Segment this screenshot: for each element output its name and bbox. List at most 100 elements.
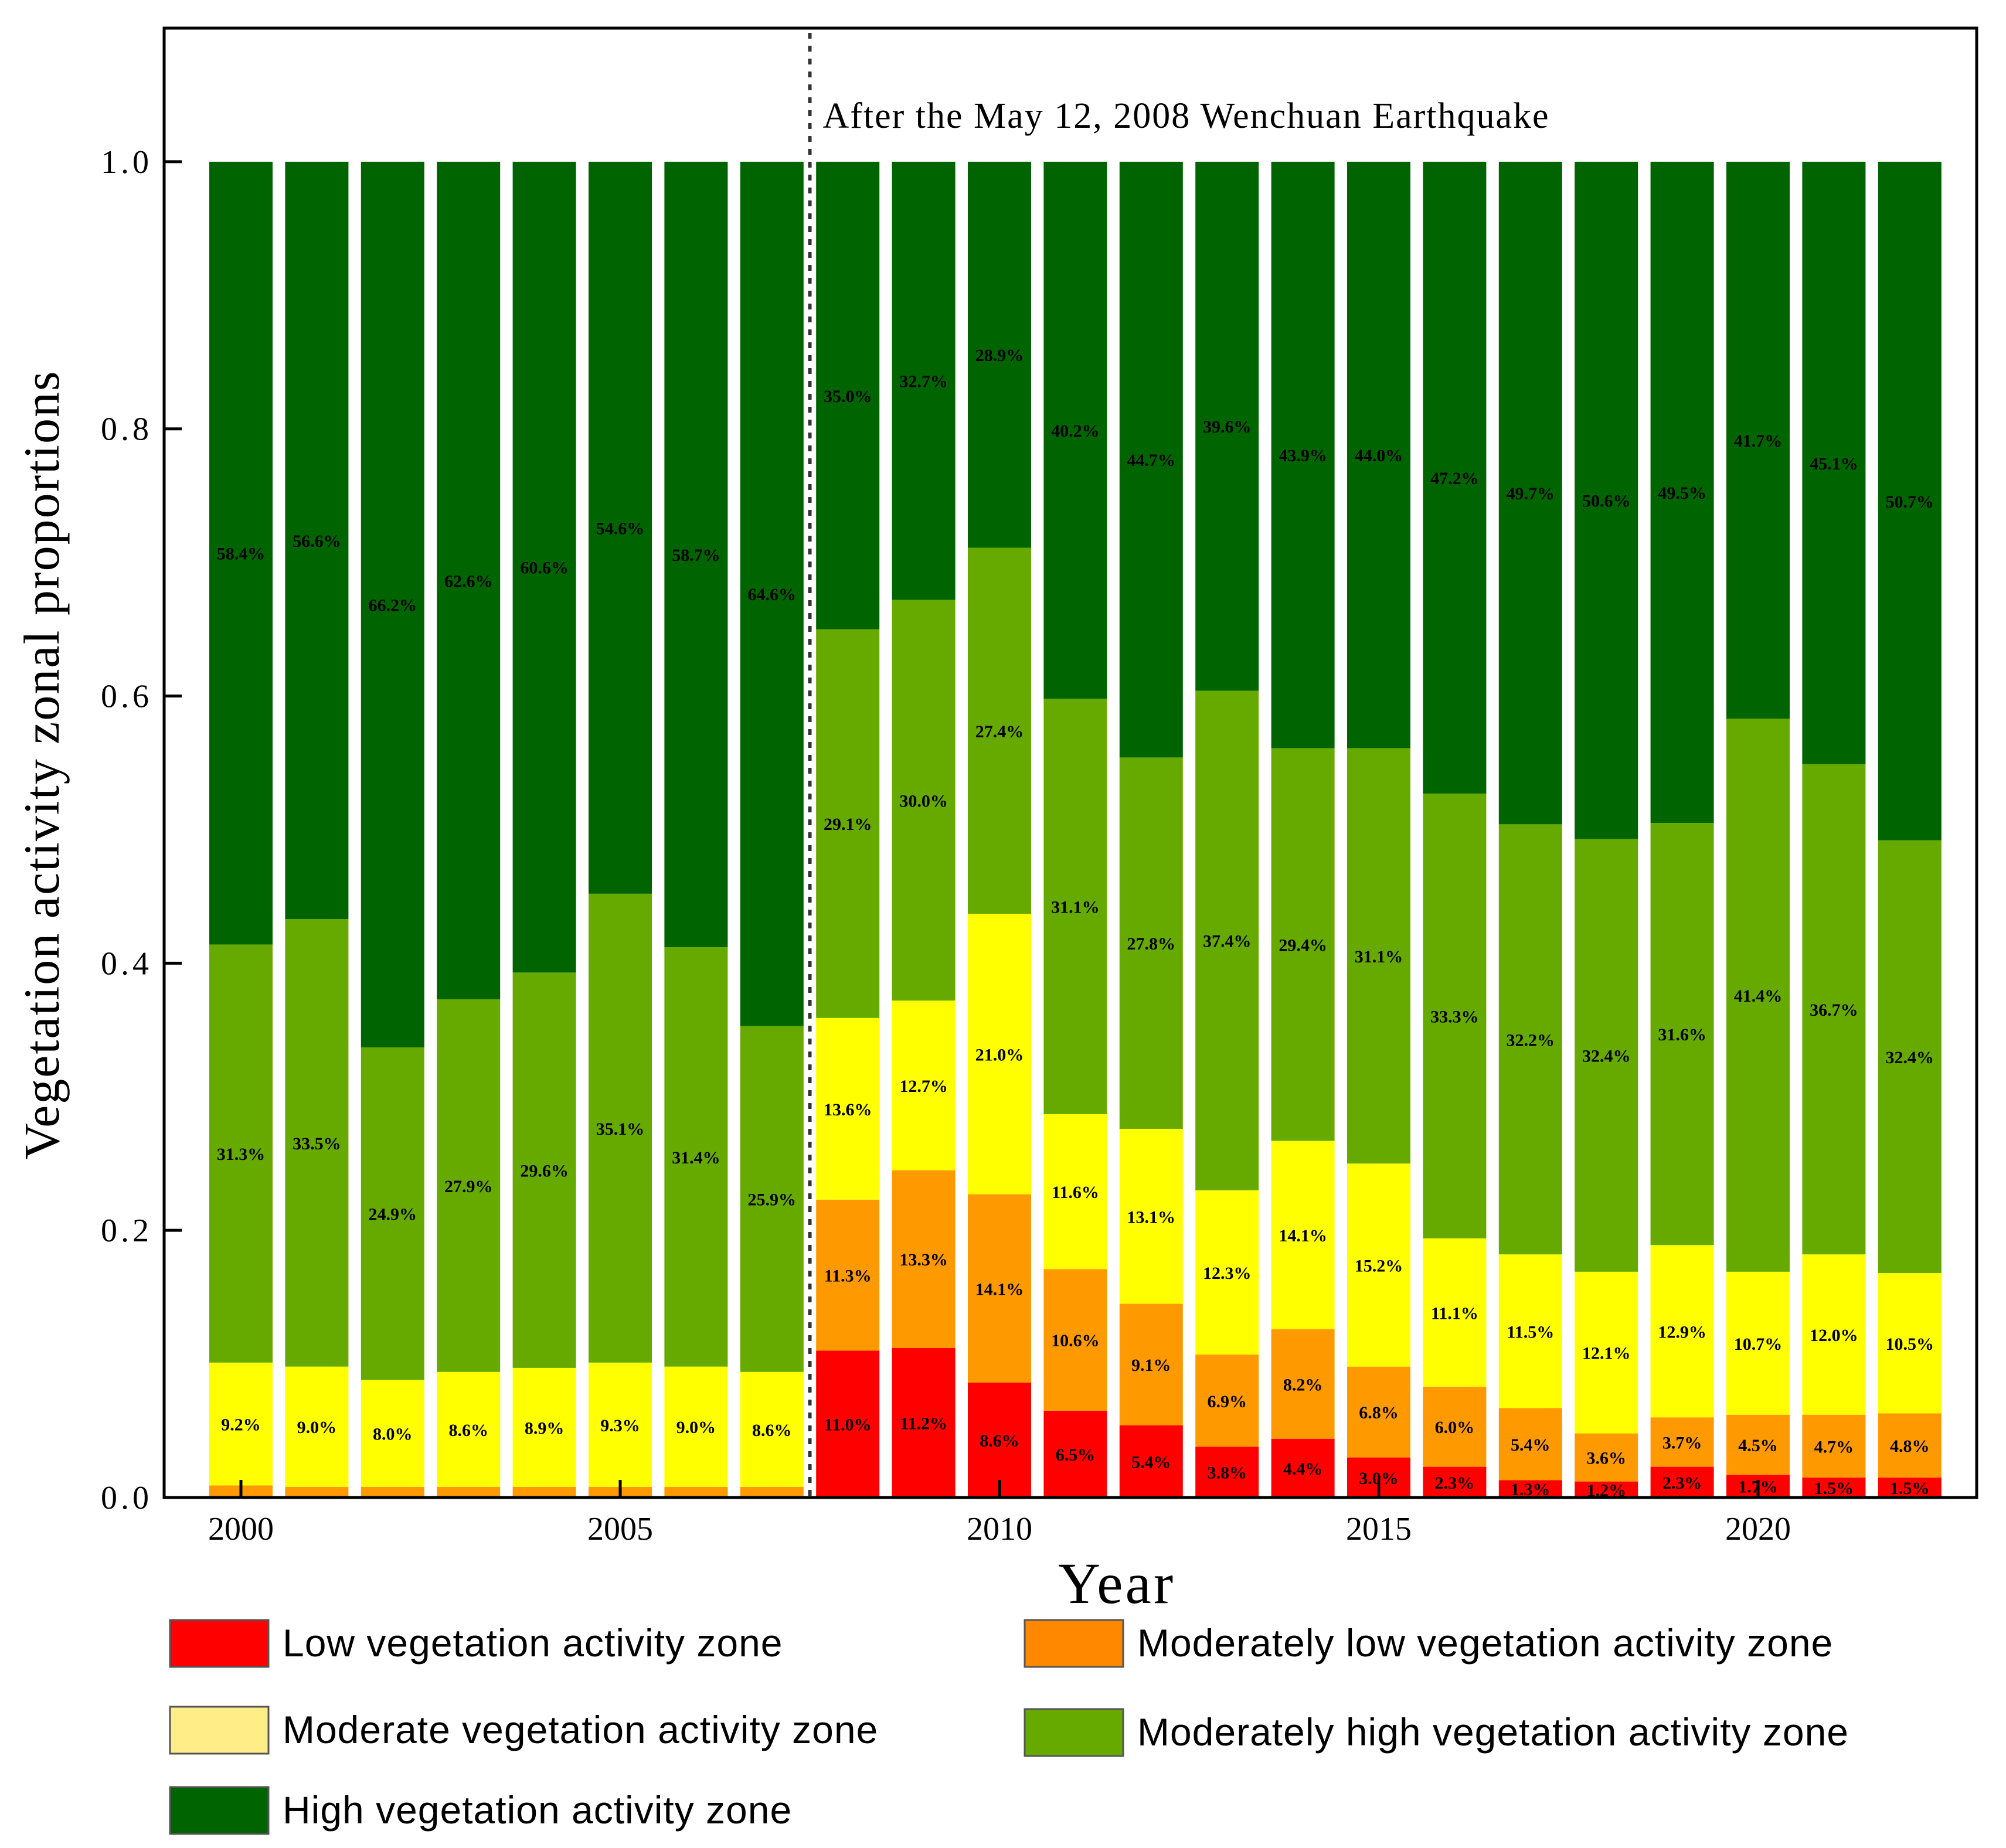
bar-segment-2018-s1 (1575, 1433, 1638, 1482)
bar-label-2010-s2: 21.0% (975, 1045, 1024, 1064)
bar-segment-2009-s2 (892, 1000, 956, 1170)
bar-label-2013-s1: 6.9% (1207, 1392, 1247, 1411)
bar-segment-2004-s3 (512, 972, 576, 1368)
bar-label-2011-s3: 31.1% (1051, 898, 1100, 917)
bar-label-2017-s4: 49.7% (1507, 484, 1555, 503)
bar-segment-2005-s2 (589, 1362, 652, 1487)
bar-label-2010-s0: 8.6% (980, 1431, 1019, 1451)
bar-label-2018-s4: 50.6% (1582, 492, 1631, 511)
bar-segment-2007-s1 (740, 1486, 804, 1496)
x-axis-title: Year (1058, 1551, 1175, 1616)
bar-label-2012-s2: 13.1% (1127, 1207, 1176, 1227)
bar-segment-2011-s0 (1043, 1410, 1107, 1498)
bar-label-2018-s2: 12.1% (1582, 1344, 1631, 1363)
bar-segment-2017-s3 (1498, 824, 1562, 1255)
bar-segment-2013-s3 (1195, 690, 1259, 1190)
bar-label-2016-s4: 47.2% (1430, 469, 1479, 488)
bar-label-2007-s3: 25.9% (748, 1190, 797, 1210)
legend-swatch-3 (1024, 1708, 1124, 1757)
bar-label-2012-s3: 27.8% (1127, 934, 1176, 954)
bar-segment-2014-s3 (1271, 748, 1335, 1141)
bar-label-2016-s1: 6.0% (1435, 1418, 1475, 1437)
bar-label-2017-s1: 5.4% (1511, 1435, 1551, 1455)
bar-label-2014-s3: 29.4% (1279, 935, 1327, 955)
bar-segment-2009-s1 (892, 1170, 956, 1348)
bar-segment-2002-s2 (361, 1380, 424, 1487)
bar-segment-2021-s0 (1802, 1477, 1866, 1498)
bar-segment-2017-s1 (1498, 1408, 1562, 1481)
bar-label-2012-s4: 44.7% (1127, 451, 1176, 470)
bar-label-2022-s3: 32.4% (1886, 1048, 1934, 1067)
bar-label-2009-s4: 32.7% (899, 372, 948, 392)
bar-segment-2011-s4 (1043, 161, 1107, 699)
bar-label-2000-s4: 58.4% (217, 544, 266, 564)
bar-segment-2019-s3 (1650, 823, 1714, 1245)
bar-label-2002-s2: 8.0% (373, 1425, 413, 1444)
bar-label-2008-s2: 13.6% (824, 1100, 872, 1119)
bar-label-2012-s0: 5.4% (1131, 1452, 1171, 1472)
bar-label-2021-s2: 12.0% (1810, 1326, 1858, 1345)
bar-segment-2009-s0 (892, 1347, 956, 1498)
bar-segment-2016-s4 (1423, 161, 1487, 794)
x-tick-label: 2015 (1346, 1511, 1412, 1547)
bar-segment-2005-s3 (589, 893, 652, 1363)
bar-segment-2015-s1 (1347, 1366, 1410, 1458)
bar-label-2011-s2: 11.6% (1052, 1183, 1099, 1202)
bar-label-2017-s3: 32.2% (1507, 1030, 1555, 1050)
bar-label-2014-s0: 4.4% (1283, 1459, 1323, 1479)
bar-label-2022-s0: 1.5% (1890, 1479, 1930, 1498)
bar-label-2009-s1: 13.3% (899, 1250, 948, 1270)
bar-label-2022-s2: 10.5% (1886, 1335, 1934, 1354)
bar-segment-2013-s1 (1195, 1354, 1259, 1447)
bar-segment-2019-s0 (1650, 1466, 1714, 1498)
bar-label-2008-s1: 11.3% (824, 1267, 872, 1286)
bar-label-2014-s4: 43.9% (1279, 446, 1327, 465)
bar-segment-2015-s3 (1347, 748, 1410, 1164)
bar-segment-2022-s3 (1878, 840, 1942, 1274)
bar-segment-2014-s1 (1271, 1329, 1335, 1439)
bar-label-2012-s1: 9.1% (1131, 1356, 1171, 1375)
bar-label-2019-s2: 12.9% (1658, 1322, 1706, 1342)
bar-label-2005-s3: 35.1% (596, 1119, 645, 1139)
y-tick-label: 1.0 (101, 144, 152, 181)
bar-segment-2011-s1 (1043, 1269, 1107, 1411)
bar-segment-2008-s3 (816, 629, 880, 1018)
bar-segment-2020-s2 (1726, 1271, 1790, 1415)
bar-label-2009-s2: 12.7% (899, 1077, 948, 1096)
bar-segment-2006-s3 (664, 947, 728, 1367)
bar-label-2017-s2: 11.5% (1507, 1322, 1554, 1342)
bar-segment-2002-s4 (361, 161, 424, 1047)
legend-swatch-2 (169, 1706, 270, 1755)
bar-segment-2020-s3 (1726, 719, 1790, 1272)
bar-segment-2006-s2 (664, 1366, 728, 1487)
x-tick-label: 2000 (208, 1511, 274, 1547)
legend: Low vegetation activity zone Moderately l… (169, 1619, 1848, 1835)
bar-segment-2013-s0 (1195, 1447, 1259, 1498)
bar-label-2022-s1: 4.8% (1890, 1437, 1930, 1456)
bar-label-2004-s4: 60.6% (520, 559, 569, 578)
x-tick-label: 2020 (1725, 1511, 1791, 1547)
bar-segment-2004-s4 (512, 161, 576, 973)
bar-segment-2021-s2 (1802, 1254, 1866, 1415)
bar-label-2013-s4: 39.6% (1203, 417, 1252, 437)
bar-label-2020-s4: 41.7% (1734, 431, 1783, 451)
bar-label-2019-s0: 2.3% (1662, 1473, 1702, 1493)
bar-segment-2003-s3 (437, 999, 501, 1372)
bar-segment-2000-s3 (209, 944, 273, 1363)
bar-label-2002-s3: 24.9% (369, 1205, 417, 1224)
bar-label-2000-s2: 9.2% (221, 1415, 261, 1435)
bar-segment-2020-s4 (1726, 161, 1790, 719)
bar-segment-2019-s2 (1650, 1245, 1714, 1418)
bar-label-2021-s0: 1.5% (1814, 1479, 1854, 1498)
bar-segment-2011-s3 (1043, 699, 1107, 1114)
bar-label-2005-s2: 9.3% (600, 1416, 640, 1435)
x-tick-label: 2010 (967, 1511, 1032, 1547)
x-axis: 2000 2005 2010 2015 2020 (208, 1480, 1791, 1547)
bar-label-2020-s2: 10.7% (1734, 1335, 1783, 1354)
bar-segment-2021-s4 (1802, 161, 1866, 764)
bar-segment-2004-s2 (512, 1367, 576, 1487)
bar-segment-2021-s1 (1802, 1414, 1866, 1478)
bar-segment-2018-s2 (1575, 1271, 1638, 1434)
bar-segment-2012-s4 (1119, 161, 1183, 758)
